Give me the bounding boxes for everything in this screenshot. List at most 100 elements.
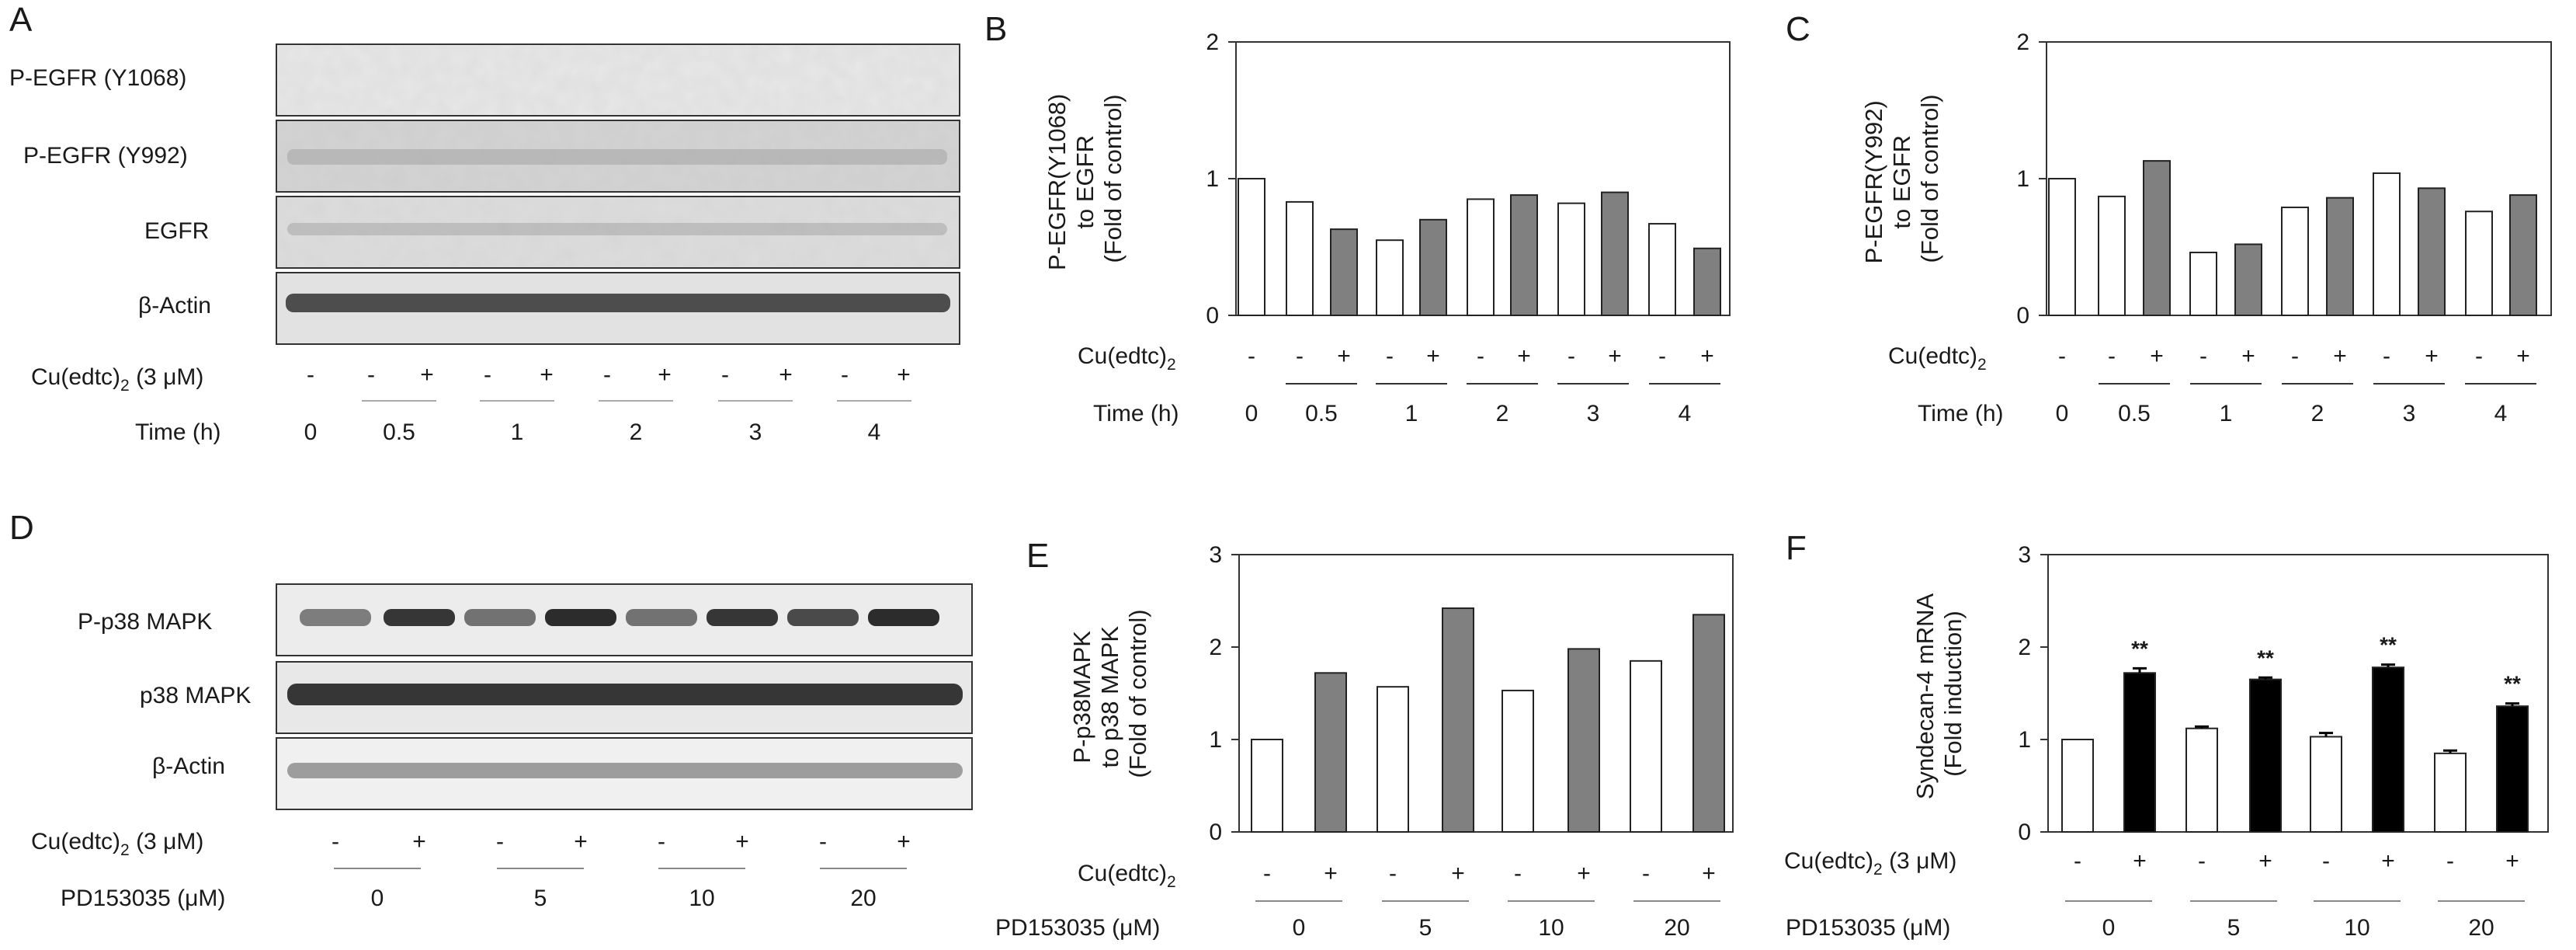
d-group-label-1: 5	[534, 886, 547, 911]
chart-b-ylabel-3: (Fold of control)	[1099, 94, 1127, 263]
chart-e: P-p38MAPK to p38 MAPK (Fold of control) …	[995, 542, 1734, 941]
a-sign-2: +	[420, 362, 434, 388]
f-group-label-0: 0	[2102, 915, 2116, 941]
treatment-label-d: Cu(edtc)2 (3 μM)	[31, 829, 203, 859]
a-time-label-3: 2	[630, 419, 643, 445]
c-sign-3: -	[2199, 343, 2207, 369]
c-group-label-5: 4	[2494, 401, 2508, 426]
chart-b: P-EGFR(Y1068) to EGFR (Fold of control) …	[1043, 30, 1731, 426]
d-sign-4: -	[658, 829, 665, 854]
f-bar-1	[2123, 672, 2156, 833]
f-sign-5: +	[2381, 848, 2395, 874]
e-sign-4: -	[1514, 861, 1522, 886]
p-p38-band-5	[706, 609, 778, 626]
f-group-label-2: 10	[2344, 915, 2369, 941]
f-sign-7: +	[2505, 848, 2519, 874]
e-sign-5: +	[1577, 861, 1591, 886]
chart-b-ylabel-1: P-EGFR(Y1068)	[1043, 94, 1071, 270]
f-ytick-label-1: 1	[2018, 727, 2031, 753]
blot-row-label-actin: β-Actin	[138, 293, 211, 318]
e-bar-0	[1251, 739, 1283, 833]
svg-text:P-EGFR(Y992) to EGFR: P-EGFR(Y992) to EGFR (Fold of control)	[1860, 94, 1943, 264]
e-sign-2: -	[1389, 861, 1397, 886]
e-sign-1: +	[1324, 861, 1338, 886]
c-sign-7: -	[2383, 343, 2390, 369]
c-ytick-label-0: 0	[2016, 303, 2029, 329]
c-bar-7	[2373, 172, 2401, 316]
f-group-label-1: 5	[2227, 915, 2241, 941]
p-p38-band-4	[626, 609, 697, 626]
d-group-label-2: 10	[689, 886, 714, 911]
chart-f-frame	[2047, 554, 2549, 833]
b-group-label-5: 4	[1679, 401, 1692, 426]
a-time-label-0: 0	[304, 419, 318, 445]
p-p38-band-7	[868, 609, 939, 626]
blot-row-label-actin-d: β-Actin	[152, 753, 225, 779]
panel-letter-a: A	[9, 1, 33, 39]
c-bar-5	[2281, 206, 2309, 316]
a-time-label-4: 3	[749, 419, 762, 445]
a-sign-0: -	[307, 362, 314, 388]
e-group-label-0: 0	[1293, 915, 1306, 941]
blot-strip-p-p38	[276, 583, 973, 656]
p-p38-band-2	[464, 609, 536, 626]
c-sign-4: +	[2241, 343, 2255, 369]
blot-panel-d: P-p38 MAPK p38 MAPK β-Actin Cu(edtc)2 (3…	[31, 583, 973, 911]
d-group-label-0: 0	[371, 886, 384, 911]
c-bar-1	[2098, 195, 2126, 316]
d-sign-5: +	[735, 829, 749, 854]
chart-f: Syndecan-4 mRNA (Fold induction) 0 1 2 3 ** *…	[1784, 542, 2549, 941]
b-bar-8	[1601, 191, 1629, 316]
b-bar-0	[1238, 178, 1265, 316]
b-bar-7	[1557, 202, 1585, 316]
f-bar-0	[2061, 739, 2094, 833]
treatment-label-b: Cu(edtc)2	[1078, 343, 1176, 374]
a-time-label-5: 4	[868, 419, 881, 445]
p-p38-band-3	[545, 609, 616, 626]
b-sign-0: -	[1248, 343, 1255, 369]
d-sign-0: -	[332, 829, 339, 854]
e-ytick-label-1: 1	[1209, 727, 1222, 753]
f-bar-5	[2372, 666, 2404, 833]
e-sign-6: -	[1642, 861, 1650, 886]
b-bar-6	[1510, 194, 1538, 316]
a-sign-6: +	[658, 362, 672, 388]
c-sign-10: +	[2516, 343, 2530, 369]
d-sign-2: -	[496, 829, 504, 854]
chart-f-ylabel-1: Syndecan-4 mRNA	[1911, 593, 1939, 799]
svg-text:P-p38MAPK to p38 MAPK: P-p38MAPK to p38 MAPK (Fold of control)	[1068, 609, 1151, 778]
time-label-c: Time (h)	[1918, 401, 2004, 426]
e-bar-4	[1502, 689, 1534, 833]
a-time-label-2: 1	[511, 419, 524, 445]
time-label-a: Time (h)	[135, 419, 221, 445]
e-group-label-1: 5	[1419, 915, 1432, 941]
c-group-label-0: 0	[2056, 401, 2069, 426]
blot-strip-actin	[276, 272, 960, 345]
e-ytick-label-2: 2	[1209, 635, 1222, 660]
d-sign-1: +	[412, 829, 426, 854]
c-ytick-label-2: 2	[2016, 30, 2029, 55]
f-bar-7	[2496, 705, 2529, 833]
treatment-label-a: Cu(edtc)2 (3 μM)	[31, 364, 203, 395]
e-bar-7	[1692, 614, 1725, 833]
e-bar-6	[1630, 659, 1662, 833]
b-sign-5: -	[1477, 343, 1484, 369]
dose-label-e: PD153035 (μM)	[995, 915, 1160, 941]
f-sign-6: -	[2446, 848, 2454, 874]
chart-e-ylabel-2: to p38 MAPK	[1096, 626, 1123, 768]
f-sign-1: +	[2133, 848, 2147, 874]
e-bar-1	[1314, 672, 1347, 833]
f-ytick-label-2: 2	[2018, 635, 2031, 660]
b-sign-7: -	[1567, 343, 1575, 369]
panel-letter-e: E	[1026, 537, 1049, 575]
svg-text:Syndecan-4 mRNA (Fold in: Syndecan-4 mRNA (Fold induction)	[1911, 588, 1967, 799]
c-bar-9	[2465, 211, 2493, 316]
d-sign-7: +	[897, 829, 911, 854]
b-sign-10: +	[1700, 343, 1714, 369]
e-bar-3	[1442, 607, 1474, 833]
f-group-label-3: 20	[2468, 915, 2494, 941]
c-sign-0: -	[2058, 343, 2066, 369]
b-group-label-1: 0.5	[1305, 401, 1338, 426]
b-sign-9: -	[1658, 343, 1666, 369]
